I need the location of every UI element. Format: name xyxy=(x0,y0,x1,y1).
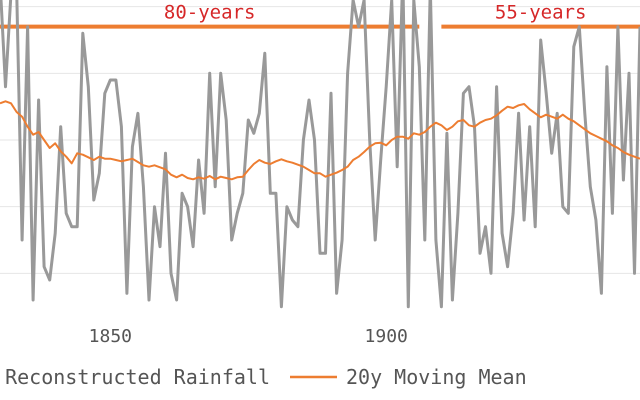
reference-labels: 80-years 55-years xyxy=(164,2,587,24)
legend: Reconstructed Rainfall 20y Moving Mean xyxy=(5,365,527,389)
reference-line-label: 55-years xyxy=(495,2,587,24)
rainfall-series-line xyxy=(0,0,640,309)
reference-line-label: 80-years xyxy=(164,2,256,24)
moving-mean-series-line xyxy=(0,100,640,181)
x-tick-label: 1850 xyxy=(89,326,132,347)
series-lines xyxy=(0,0,640,309)
legend-label: Reconstructed Rainfall xyxy=(5,365,270,389)
x-tick-label: 1900 xyxy=(365,326,408,347)
x-axis-ticks: 185019001950 xyxy=(89,326,408,347)
legend-label: 20y Moving Mean xyxy=(346,365,527,389)
